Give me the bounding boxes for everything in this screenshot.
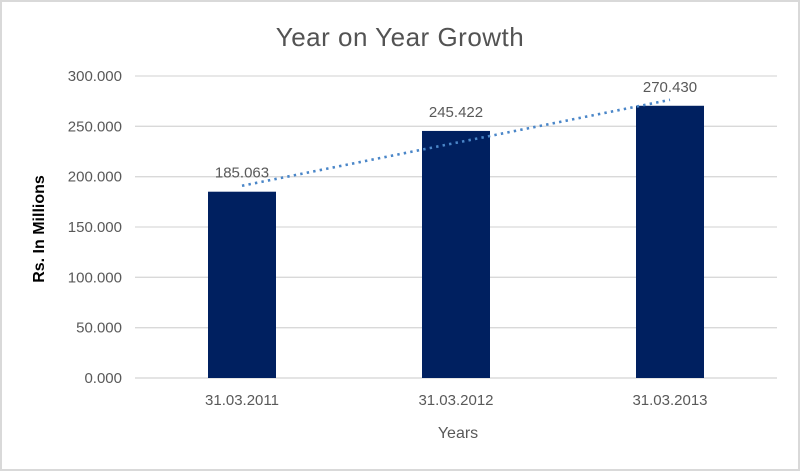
y-tick-label: 250.000 [68,118,122,135]
data-label: 270.430 [643,79,697,96]
data-label: 245.422 [429,104,483,121]
x-tick-label: 31.03.2013 [632,392,707,409]
y-tick-label: 150.000 [68,219,122,236]
y-tick-label: 0.000 [84,370,122,387]
bar [208,191,276,378]
bar [636,105,704,378]
y-tick-label: 50.000 [76,320,122,337]
chart-title: Year on Year Growth [275,22,525,52]
x-tick-label: 31.03.2011 [205,392,279,409]
x-tick-label: 31.03.2012 [418,392,493,409]
y-tick-label: 300.000 [68,68,122,85]
x-axis-title: Years [437,425,479,442]
y-tick-label: 100.000 [68,269,122,286]
bar [422,130,490,378]
data-label: 185.063 [215,165,269,182]
y-tick-label: 200.000 [68,169,122,186]
trendline [241,98,671,188]
